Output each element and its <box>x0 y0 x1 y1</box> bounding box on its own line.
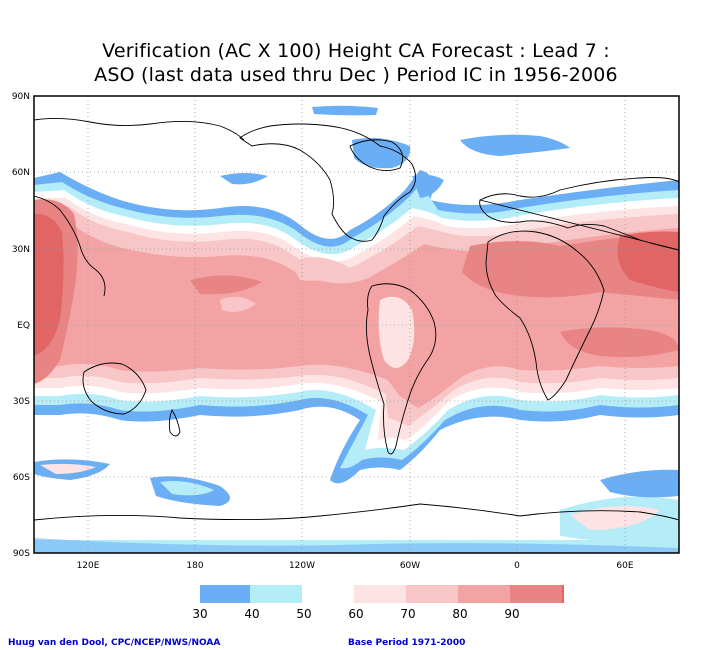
lat-label: 30S <box>13 397 30 407</box>
patch-south-indian-90 <box>560 327 679 358</box>
author-credit: Huug van den Dool, CPC/NCEP/NWS/NOAA <box>8 638 221 648</box>
lon-label: 0 <box>514 561 520 571</box>
coast-asia <box>34 117 245 297</box>
coast-antarctica <box>34 503 679 521</box>
legend-label: 80 <box>452 607 467 621</box>
coast-africa <box>485 230 605 401</box>
blob-south-pacific-1-inner <box>160 481 214 496</box>
blob-siberia <box>460 134 570 156</box>
title-line-1: Verification (AC X 100) Height CA Foreca… <box>102 40 610 62</box>
legend-swatch <box>250 585 302 603</box>
lon-label: 180 <box>186 561 203 571</box>
map-frame <box>33 95 680 554</box>
color-legend: 30 40 50 60 70 80 90 <box>192 585 564 621</box>
coast-new-zealand <box>168 408 181 437</box>
blob-north-atlantic <box>412 174 444 198</box>
legend-swatch <box>200 585 250 603</box>
lat-label: 90N <box>12 92 30 102</box>
coast-greenland <box>349 139 404 171</box>
graticule <box>34 96 679 553</box>
legend-label: 50 <box>296 607 311 621</box>
blob-greenland <box>352 138 411 169</box>
legend-swatch <box>562 585 564 603</box>
legend-swatch <box>302 585 354 603</box>
map-area <box>34 96 679 553</box>
coastlines <box>34 117 679 521</box>
legend-label: 60 <box>348 607 363 621</box>
patch-east-pacific <box>290 257 350 281</box>
lon-label: 120E <box>77 561 100 571</box>
patch-south-america <box>378 296 415 368</box>
legend-label: 70 <box>400 607 415 621</box>
title-line-2: ASO (last data used thru Dec ) Period IC… <box>94 64 618 86</box>
lat-label: 30N <box>12 245 30 255</box>
legend-swatch <box>458 585 510 603</box>
patch-pacific-90 <box>190 275 262 295</box>
patch-central-pacific <box>220 296 256 312</box>
lat-labels: 90N 60N 30N EQ 30S 60S 90S <box>12 92 30 559</box>
lat-label: 60N <box>12 168 30 178</box>
lon-label: 120W <box>289 561 315 571</box>
legend-label: 90 <box>504 607 519 621</box>
blob-south-atlantic <box>600 469 679 498</box>
lon-label: 60W <box>400 561 420 571</box>
coast-south-america <box>365 283 437 455</box>
patch-indian-ocean-max <box>34 213 64 356</box>
lat-label: 90S <box>13 549 30 559</box>
coast-eurasia <box>479 177 679 251</box>
blob-north-pacific <box>220 173 268 185</box>
coast-australia <box>82 362 147 415</box>
legend-swatch <box>354 585 406 603</box>
lon-labels: 120E 180 120W 60W 0 60E <box>77 561 634 571</box>
blob-arctic-1 <box>312 105 378 116</box>
legend-label: 30 <box>192 607 207 621</box>
legend-label: 40 <box>244 607 259 621</box>
lon-label: 60E <box>616 561 633 571</box>
legend-swatch <box>510 585 562 603</box>
contour-band-antarctic-30 <box>34 538 679 553</box>
lat-label: 60S <box>13 473 30 483</box>
base-period-note: Base Period 1971-2000 <box>348 638 466 648</box>
coast-north-america <box>239 123 416 242</box>
blob-south-indian-inner <box>40 463 96 474</box>
lat-label: EQ <box>17 321 30 331</box>
legend-swatch <box>406 585 458 603</box>
